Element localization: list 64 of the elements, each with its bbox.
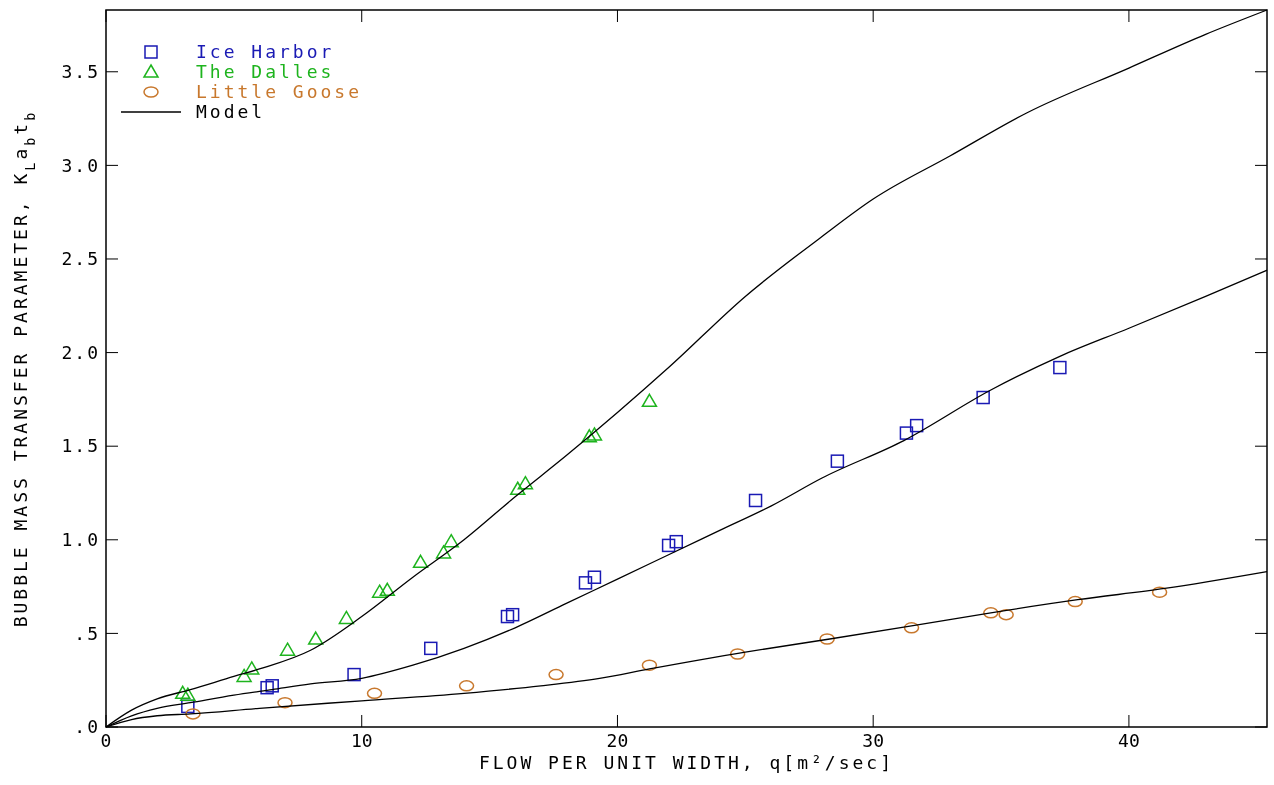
point <box>1151 586 1168 598</box>
point <box>371 584 388 598</box>
point <box>265 679 279 693</box>
legend-label: Model <box>196 101 266 123</box>
y-tick-label: .5 <box>74 622 100 644</box>
point <box>899 426 914 440</box>
point <box>307 631 324 645</box>
point <box>1053 360 1067 375</box>
point <box>661 538 676 553</box>
point <box>830 454 845 468</box>
point <box>669 534 684 549</box>
point <box>347 667 361 682</box>
point <box>517 475 534 490</box>
point <box>458 680 475 692</box>
point <box>279 642 296 656</box>
point <box>1067 595 1083 608</box>
point <box>505 607 520 622</box>
point <box>641 659 658 671</box>
y-tick-label: 3.5 <box>61 61 100 83</box>
y-tick-label: 3.0 <box>61 154 100 176</box>
x-tick-label: 40 <box>1118 730 1140 751</box>
y-tick-label: 2.5 <box>61 248 100 270</box>
point <box>443 533 459 548</box>
point <box>729 648 746 660</box>
y-tick-label: 1.5 <box>61 435 100 457</box>
x-tick-label: 20 <box>606 730 629 751</box>
point <box>277 696 293 709</box>
point <box>424 641 438 656</box>
x-tick-label: 0 <box>100 730 112 751</box>
point <box>983 607 999 619</box>
point <box>748 493 763 508</box>
y-tick-label: 2.0 <box>61 341 100 363</box>
y-tick-label: .0 <box>74 716 100 738</box>
legend-label: Little Goose <box>196 81 363 103</box>
point <box>260 680 274 695</box>
x-tick-label: 10 <box>350 730 373 751</box>
legend-label: Ice Harbor <box>196 41 335 63</box>
point <box>581 429 598 443</box>
point <box>174 685 191 700</box>
point <box>180 687 196 701</box>
point <box>641 393 658 408</box>
point <box>500 609 515 624</box>
x-axis-title: FLOW PER UNIT WIDTH, q[m²/sec] <box>478 752 895 773</box>
y-tick-label: 1.0 <box>61 529 100 551</box>
point <box>548 668 564 681</box>
point <box>236 668 252 683</box>
point <box>819 633 835 645</box>
x-tick-label: 30 <box>862 730 885 751</box>
point <box>435 545 452 559</box>
point <box>509 481 526 495</box>
legend-label: The Dalles <box>196 61 335 83</box>
point <box>185 708 201 720</box>
point <box>412 554 429 569</box>
point <box>578 576 593 590</box>
point <box>366 687 383 700</box>
point <box>903 622 920 634</box>
point <box>587 570 602 584</box>
point <box>338 610 355 625</box>
point <box>586 427 603 441</box>
point <box>244 661 260 675</box>
point <box>998 608 1014 621</box>
point <box>909 418 924 433</box>
point <box>379 582 396 597</box>
point <box>976 390 990 405</box>
